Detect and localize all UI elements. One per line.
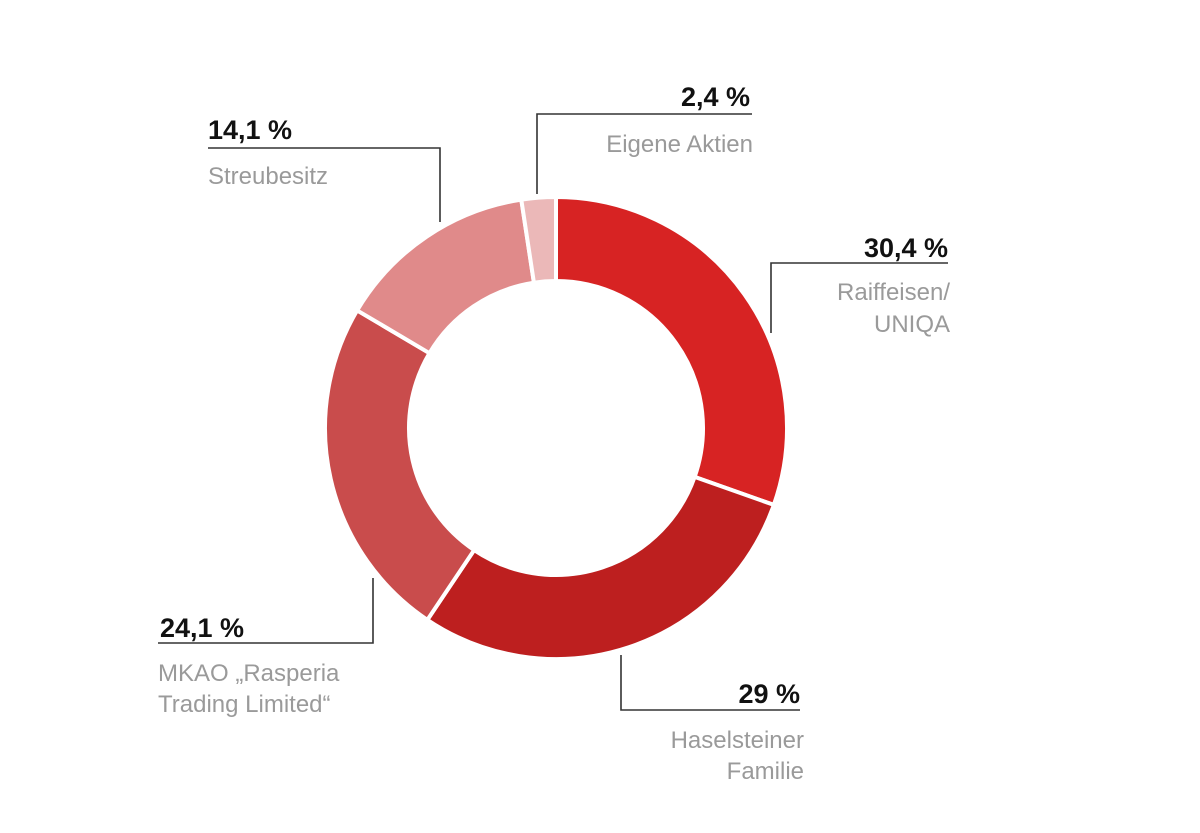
leader-line-raiffeisen-uniqa [770,262,948,333]
leader-line-streubesitz [208,147,441,222]
value-label-haselsteiner-familie: 29 % [738,679,800,709]
name-label-mkao-rasperia-line1: MKAO „Rasperia [158,660,340,687]
name-label-mkao-rasperia-line2: Trading Limited“ [158,691,331,718]
slice-mkao-rasperia-trading-limited [323,307,477,623]
slices-layer [323,194,789,661]
value-label-eigene-aktien: 2,4 % [681,82,750,112]
slice-eigene-aktien [519,194,558,285]
slice-raiffeisen-uniqa [554,194,789,508]
leader-line-haselsteiner-familie [620,655,800,711]
value-label-raiffeisen-uniqa: 30,4 % [864,233,948,263]
value-label-mkao-rasperia: 24,1 % [160,613,244,643]
name-label-haselsteiner-familie-line2: Familie [727,758,804,785]
value-label-streubesitz: 14,1 % [208,115,292,145]
leader-line-eigene-aktien [536,113,752,194]
slice-haselsteiner-familie [424,474,777,661]
name-label-streubesitz: Streubesitz [208,163,328,190]
name-label-raiffeisen-uniqa-line2: UNIQA [874,311,950,338]
name-label-raiffeisen-uniqa-line1: Raiffeisen/ [837,279,950,306]
leader-lines-layer [158,113,948,711]
name-label-haselsteiner-familie-line1: Haselsteiner [671,727,804,754]
name-label-eigene-aktien: Eigene Aktien [606,131,753,158]
leader-line-mkao-rasperia [158,578,374,644]
